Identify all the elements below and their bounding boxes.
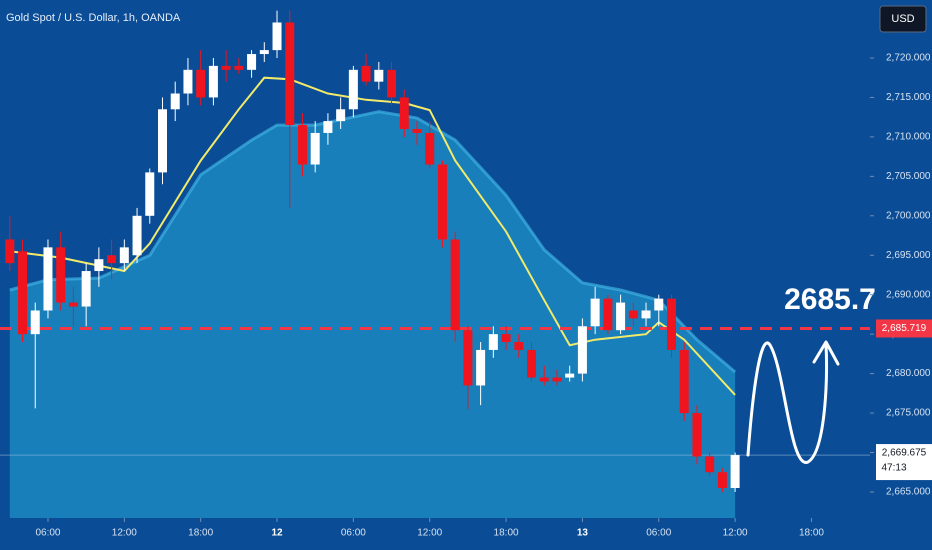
candle-body	[654, 298, 664, 311]
candle-body	[641, 310, 651, 319]
x-tick-label: 18:00	[494, 528, 519, 539]
candle-body	[527, 349, 537, 378]
candle-body	[145, 172, 155, 216]
candle-body	[603, 298, 613, 331]
candle-body	[717, 472, 727, 489]
candle-body	[310, 132, 320, 165]
candle-body	[107, 255, 117, 264]
candle-body	[323, 121, 333, 133]
x-tick-label: 12:00	[417, 528, 442, 539]
countdown: 47:13	[881, 463, 906, 474]
candle-body	[666, 298, 676, 350]
candle-body	[679, 349, 689, 414]
candle-body	[730, 455, 740, 489]
candle-body	[565, 373, 575, 378]
x-tick-label: 13	[577, 528, 589, 539]
currency[interactable]: USD	[891, 13, 914, 25]
candle-body	[501, 334, 511, 343]
currency-box[interactable]	[879, 5, 927, 33]
candle-body	[374, 69, 384, 82]
candle-body	[705, 456, 715, 473]
candle-body	[539, 377, 549, 382]
candle-body	[132, 215, 142, 256]
arrow-curve	[746, 341, 829, 464]
candle-body	[577, 326, 587, 374]
x-tick-label: 12:00	[112, 528, 137, 539]
candle-body	[43, 247, 53, 311]
x-tick-label: 06:00	[35, 528, 60, 539]
y-tick-label: 2,710.000	[886, 132, 931, 143]
y-tick-label: 2,715.000	[886, 92, 931, 103]
y-tick-label: 2,700.000	[886, 210, 931, 221]
candle-body	[221, 65, 231, 70]
x-tick-label: 18:00	[799, 528, 824, 539]
candle-body	[81, 271, 91, 307]
y-tick-label: 2,675.000	[886, 408, 931, 419]
x-tick-label: 18:00	[188, 528, 213, 539]
y-tick-label: 2,695.000	[886, 250, 931, 261]
plot-area	[0, 10, 870, 518]
candle-body	[68, 302, 78, 307]
candle-body	[170, 93, 180, 110]
candle-body	[5, 239, 15, 264]
annotation: 2685.7	[784, 283, 876, 316]
candle-body	[399, 97, 409, 130]
candle-body	[412, 129, 422, 133]
level-label: 2,685.719	[882, 323, 927, 334]
candle-body	[692, 413, 702, 457]
candle-body	[514, 342, 524, 350]
chart-title: Gold Spot / U.S. Dollar, 1h, OANDA	[6, 12, 181, 24]
x-tick-label: 12	[271, 528, 283, 539]
candle-body	[488, 334, 498, 350]
last-price-box	[876, 444, 932, 481]
candle-body	[183, 69, 193, 94]
arrow-head	[812, 340, 840, 366]
candle-body	[616, 302, 626, 331]
candle-body	[94, 259, 104, 272]
y-tick-label: 2,690.000	[886, 289, 931, 300]
candle-body	[476, 349, 486, 386]
candle-body	[463, 330, 473, 386]
y-tick-label: 2,665.000	[886, 487, 931, 498]
candle-body	[30, 310, 40, 335]
candle-body	[387, 69, 397, 98]
y-tick-label: 2,705.000	[886, 171, 931, 182]
candle-body	[18, 251, 28, 335]
x-tick-label: 12:00	[723, 528, 748, 539]
candle-body	[157, 109, 167, 173]
level-label-box	[876, 319, 932, 338]
candle-body	[119, 247, 129, 264]
candle-body	[234, 65, 244, 70]
candle-body	[552, 377, 562, 382]
candle-body	[208, 65, 218, 98]
y-tick-label: 2,680.000	[886, 368, 931, 379]
candle-body	[450, 239, 460, 331]
last-price-label: 2,669.675	[882, 448, 927, 459]
candle-body	[361, 65, 371, 82]
x-tick-label: 06:00	[646, 528, 671, 539]
candle-body	[425, 132, 435, 165]
candle-body	[196, 69, 206, 98]
x-tick-label: 06:00	[341, 528, 366, 539]
cloud-area	[9, 111, 736, 518]
candle-body	[247, 54, 257, 70]
candle-body	[628, 310, 638, 319]
cloud-edge	[9, 110, 737, 374]
candle-body	[272, 22, 282, 51]
candle-body	[259, 50, 269, 55]
candle-body	[437, 164, 447, 240]
candle-body	[285, 22, 295, 126]
candle-body	[590, 298, 600, 327]
candle-body	[297, 125, 307, 165]
candle-body	[56, 247, 66, 303]
candle-body	[336, 109, 346, 122]
candle-body	[348, 69, 358, 110]
y-tick-label: 2,720.000	[886, 53, 931, 64]
